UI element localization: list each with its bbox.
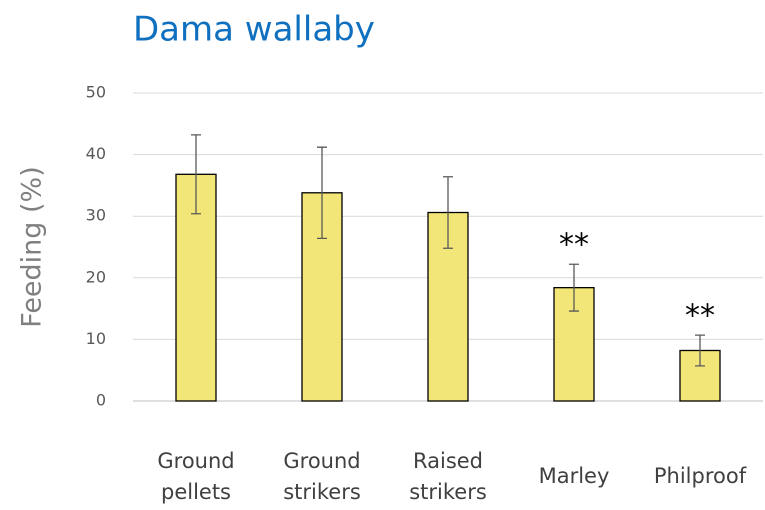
x-tick-label: Raised strikers (409, 449, 487, 504)
x-tick-label: Ground strikers (283, 449, 361, 504)
x-tick-label-line: strikers (409, 480, 487, 504)
y-tick-label: 10 (86, 329, 106, 348)
y-tick-label: 30 (86, 206, 106, 225)
error-bar (317, 146, 327, 240)
x-tick-label: Ground pellets (157, 449, 234, 504)
y-tick-label: 50 (86, 83, 106, 102)
y-tick-label: 40 (86, 144, 106, 163)
x-tick-label: Philproof (654, 464, 747, 488)
y-axis-label: Feeding (%) (17, 166, 48, 327)
x-tick-label-line: strikers (283, 480, 361, 504)
significance-marker: ** (559, 228, 589, 263)
error-bar (569, 263, 579, 312)
error-bar (695, 334, 705, 367)
significance-marker: ** (685, 299, 715, 334)
x-tick-label-line: Raised (413, 449, 483, 473)
x-tick-label: Marley (539, 464, 610, 488)
x-tick-label-line: pellets (161, 480, 231, 504)
chart-title: Dama wallaby (133, 10, 375, 50)
error-bar (443, 176, 453, 249)
x-tick-label-line: Ground (157, 449, 234, 473)
y-tick-label: 20 (86, 267, 106, 286)
error-bar (191, 134, 201, 215)
x-tick-label-line: Ground (283, 449, 360, 473)
y-tick-label: 0 (96, 391, 106, 410)
